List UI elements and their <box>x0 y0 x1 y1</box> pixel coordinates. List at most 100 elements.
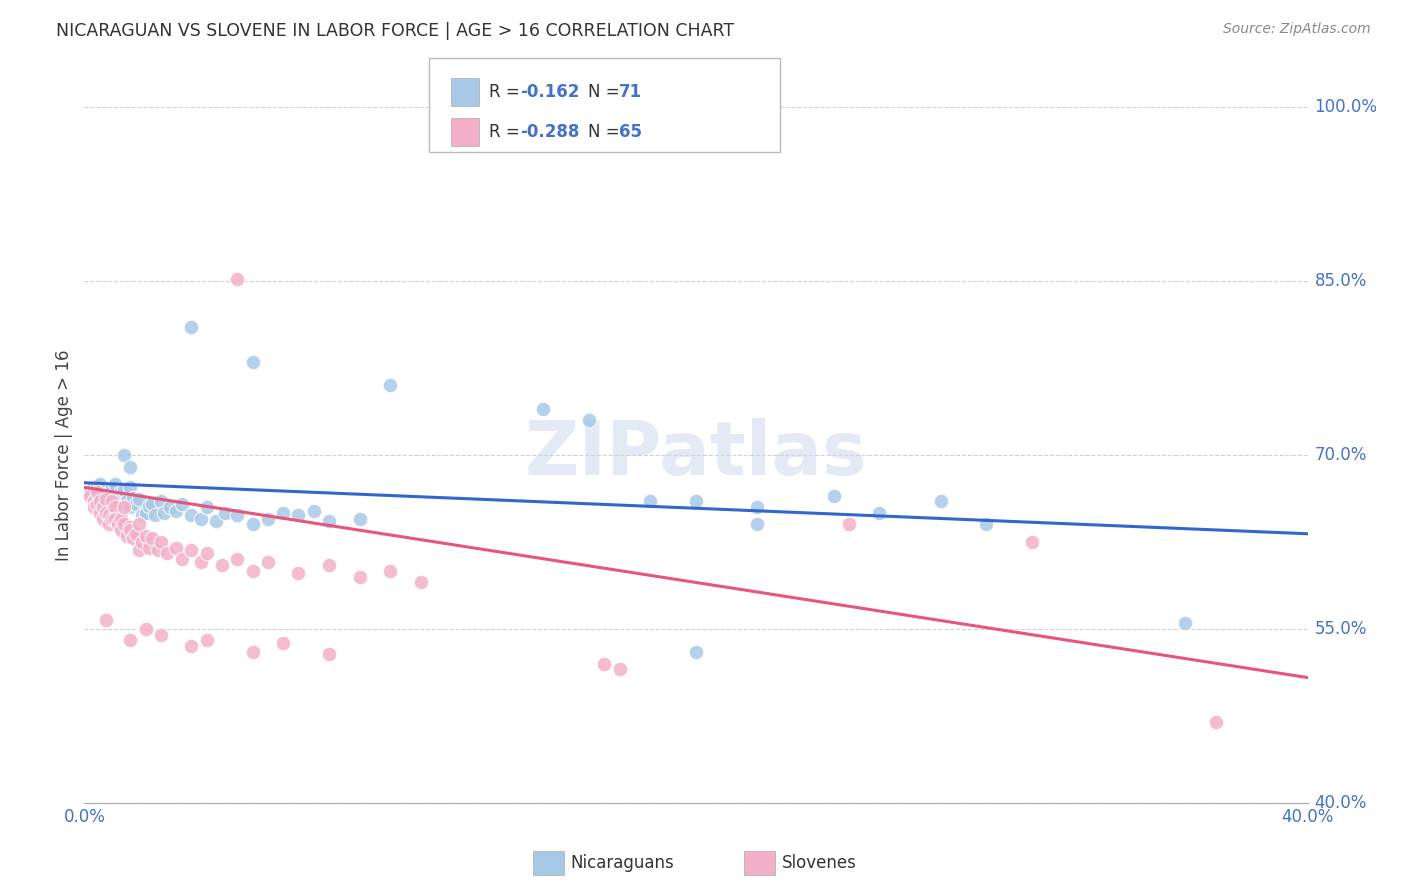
Point <box>120 520 142 534</box>
Text: N =: N = <box>588 123 624 141</box>
Point <box>180 508 202 523</box>
Point <box>195 546 218 560</box>
Point <box>318 514 340 528</box>
Point <box>287 508 309 523</box>
Point <box>91 500 114 514</box>
Point <box>128 491 150 506</box>
Point <box>318 648 340 662</box>
Point <box>226 271 249 285</box>
Point <box>101 511 124 525</box>
Point <box>349 511 371 525</box>
Point <box>86 479 108 493</box>
Point <box>138 541 160 555</box>
Point <box>838 517 860 532</box>
Point <box>214 506 236 520</box>
Point <box>141 497 163 511</box>
Point <box>101 480 124 494</box>
Point <box>242 564 264 578</box>
Point <box>156 546 179 560</box>
Point <box>242 645 264 659</box>
Point <box>205 514 228 528</box>
Point <box>929 494 952 508</box>
Text: 55.0%: 55.0% <box>1315 620 1367 638</box>
Point <box>149 534 172 549</box>
Point <box>104 511 127 525</box>
Point <box>609 662 631 676</box>
Point <box>149 494 172 508</box>
Point <box>79 485 101 500</box>
Point <box>211 558 233 573</box>
Point <box>91 491 114 506</box>
Point <box>1174 615 1197 630</box>
Text: Nicaraguans: Nicaraguans <box>571 855 675 872</box>
Text: 85.0%: 85.0% <box>1315 272 1367 290</box>
Point <box>86 497 108 511</box>
Point <box>287 566 309 581</box>
Point <box>89 506 111 520</box>
Point <box>94 491 117 506</box>
Point <box>380 564 402 578</box>
Point <box>747 500 769 514</box>
Point <box>976 517 998 532</box>
Point <box>110 485 132 500</box>
Point <box>135 506 157 520</box>
Point <box>125 526 148 541</box>
Point <box>94 483 117 497</box>
Point <box>531 401 554 416</box>
Point <box>578 413 600 427</box>
Point <box>97 508 120 523</box>
Point <box>107 491 129 506</box>
Point <box>104 476 127 491</box>
Text: NICARAGUAN VS SLOVENE IN LABOR FORCE | AGE > 16 CORRELATION CHART: NICARAGUAN VS SLOVENE IN LABOR FORCE | A… <box>56 22 734 40</box>
Point <box>86 485 108 500</box>
Point <box>131 534 153 549</box>
Point <box>172 552 194 566</box>
Point <box>685 494 707 508</box>
Text: -0.288: -0.288 <box>520 123 579 141</box>
Point <box>271 636 294 650</box>
Point <box>86 488 108 502</box>
Point <box>112 517 135 532</box>
Text: N =: N = <box>588 83 624 101</box>
Text: ZIPatlas: ZIPatlas <box>524 418 868 491</box>
Point <box>104 494 127 508</box>
Point <box>159 500 181 514</box>
Point <box>120 523 142 537</box>
Point <box>91 497 114 511</box>
Point <box>120 633 142 648</box>
Point <box>153 506 176 520</box>
Point <box>83 494 105 508</box>
Point <box>101 494 124 508</box>
Point <box>120 480 142 494</box>
Point <box>271 506 294 520</box>
Point <box>195 633 218 648</box>
Point <box>180 543 202 558</box>
Point <box>349 569 371 583</box>
Text: 65: 65 <box>619 123 641 141</box>
Point <box>747 517 769 532</box>
Text: 40.0%: 40.0% <box>1315 794 1367 812</box>
Point <box>242 517 264 532</box>
Point <box>1205 714 1227 729</box>
Point <box>91 511 114 525</box>
Point <box>172 497 194 511</box>
Text: 70.0%: 70.0% <box>1315 446 1367 464</box>
Point <box>89 476 111 491</box>
Point <box>165 503 187 517</box>
Point <box>869 506 891 520</box>
Point <box>593 657 616 671</box>
Point <box>110 497 132 511</box>
Text: R =: R = <box>489 83 526 101</box>
Point <box>97 488 120 502</box>
Point <box>122 532 145 546</box>
Point <box>190 511 212 525</box>
Point <box>110 511 132 525</box>
Point <box>83 494 105 508</box>
Point <box>226 508 249 523</box>
Point <box>685 645 707 659</box>
Point <box>149 628 172 642</box>
Point <box>146 543 169 558</box>
Point <box>180 639 202 653</box>
Point <box>1021 534 1043 549</box>
Point <box>195 500 218 514</box>
